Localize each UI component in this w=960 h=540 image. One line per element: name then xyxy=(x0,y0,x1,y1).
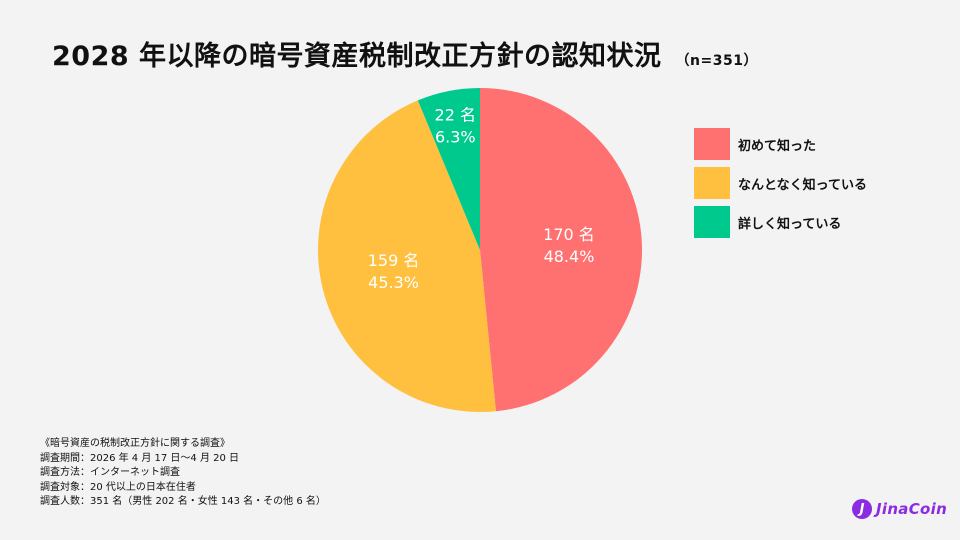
legend-label-know-well: 詳しく知っている xyxy=(738,216,842,232)
pie-slice-somewhat-know xyxy=(317,100,496,412)
jinacoin-logo: J JinaCoin xyxy=(852,499,947,519)
legend-item-know-well: 詳しく知っている xyxy=(694,206,867,238)
legend-label-somewhat-know: なんとなく知っている xyxy=(738,177,867,193)
logo-text: JinaCoin xyxy=(876,500,948,518)
survey-note-target: 調査対象：20 代以上の日本在住者 xyxy=(40,481,196,493)
legend-swatch-know-well xyxy=(694,206,730,238)
survey-notes: 《暗号資産の税制改正方針に関する調査》 調査期間：2026 年 4 月 17 日… xyxy=(40,437,326,510)
chart-title: 2028 年以降の暗号資産税制改正方針の認知状況 （n=351） xyxy=(52,34,758,73)
slice-count-label-first-time: 170 名 xyxy=(543,225,595,244)
slice-count-label-somewhat-know: 159 名 xyxy=(368,251,420,270)
slice-count-label-know-well: 22 名 xyxy=(435,106,476,125)
sample-size: （n=351） xyxy=(675,53,758,69)
legend-swatch-first-time xyxy=(694,128,730,160)
pie-slice-know-well xyxy=(417,88,480,250)
title-text: 2028 年以降の暗号資産税制改正方針の認知状況 xyxy=(52,41,662,72)
survey-note-method: 調査方法：インターネット調査 xyxy=(40,467,180,479)
legend-item-first-time: 初めて知った xyxy=(694,128,867,160)
slice-percent-label-somewhat-know: 45.3% xyxy=(368,273,419,292)
slice-percent-label-know-well: 6.3% xyxy=(435,128,476,147)
logo-mark-icon: J xyxy=(852,499,872,519)
slice-percent-label-first-time: 48.4% xyxy=(544,247,595,266)
survey-note-heading: 《暗号資産の税制改正方針に関する調査》 xyxy=(40,438,230,449)
pie-slice-first-time xyxy=(480,88,643,412)
survey-note-period: 調査期間：2026 年 4 月 17 日～4 月 20 日 xyxy=(40,452,240,464)
legend-label-first-time: 初めて知った xyxy=(738,138,817,154)
legend-swatch-somewhat-know xyxy=(694,167,730,199)
legend: 初めて知った なんとなく知っている 詳しく知っている xyxy=(694,128,867,245)
legend-item-somewhat-know: なんとなく知っている xyxy=(694,167,867,199)
survey-note-count: 調査人数：351 名（男性 202 名・女性 143 名・その他 6 名） xyxy=(40,496,326,508)
